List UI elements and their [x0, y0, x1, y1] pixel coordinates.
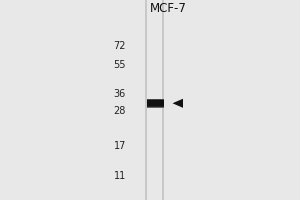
- Bar: [147, 107, 164, 108]
- Bar: [147, 0, 162, 200]
- Bar: [147, 99, 164, 100]
- Text: 36: 36: [114, 89, 126, 99]
- Bar: [145, 0, 164, 200]
- Text: 28: 28: [114, 106, 126, 116]
- Text: 11: 11: [114, 171, 126, 181]
- Text: 55: 55: [113, 60, 126, 70]
- Bar: [147, 106, 164, 107]
- Text: 72: 72: [113, 41, 126, 51]
- Polygon shape: [172, 99, 183, 108]
- Text: 17: 17: [114, 141, 126, 151]
- Bar: [147, 99, 164, 108]
- Text: MCF-7: MCF-7: [150, 2, 186, 15]
